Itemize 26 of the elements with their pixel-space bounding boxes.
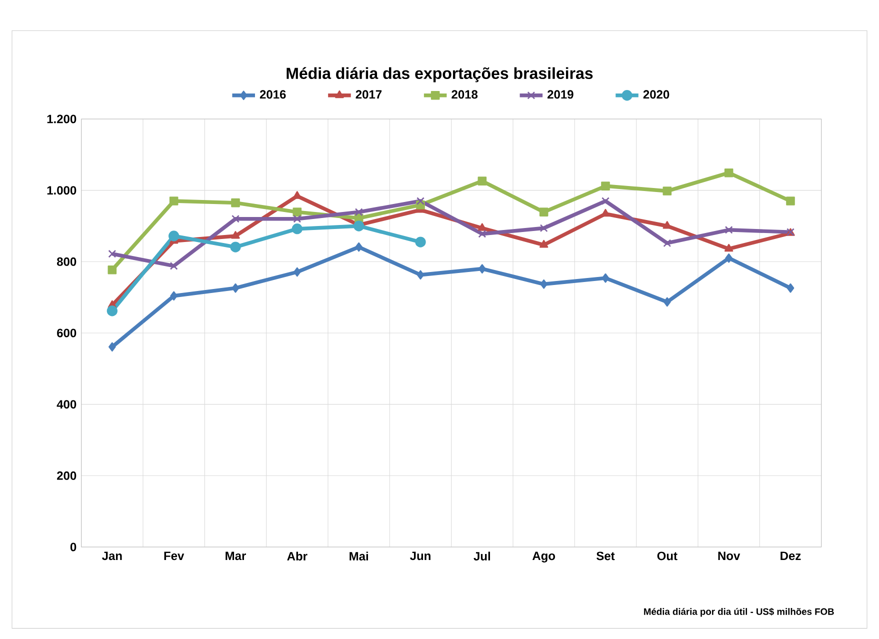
x-tick-label: Nov — [718, 552, 740, 560]
x-tick-label: Out — [657, 552, 678, 560]
y-tick-label: 600 — [57, 328, 76, 338]
y-tick-label: 200 — [57, 471, 76, 480]
x-tick-label: Mai — [350, 552, 368, 561]
y-tick-label: 1.000 — [47, 186, 76, 195]
text: Média diária por dia útil - US$ milhões FOB — [644, 608, 834, 617]
x-tick-label: Jul — [474, 552, 490, 561]
legend-label: 2020 — [643, 90, 670, 99]
x-tick-label: Set — [596, 552, 615, 560]
x-tick-label: Dez — [780, 552, 801, 560]
x-tick-label: Mar — [226, 552, 246, 560]
legend-label: 2017 — [356, 90, 382, 99]
x-tick-label: Jan — [102, 552, 122, 560]
y-tick-label: 0 — [70, 542, 76, 552]
x-tick-label: Abr — [287, 552, 308, 561]
y-tick-label: 1.200 — [47, 114, 76, 124]
y-tick-label: 400 — [56, 400, 76, 409]
x-tick-label: Jun — [410, 552, 430, 560]
legend-label: 2016 — [260, 90, 286, 99]
chart-title: Média diária das exportações brasileiras — [286, 67, 593, 82]
x-tick-label: Ago — [532, 552, 556, 562]
legend-label: 2019 — [548, 90, 574, 99]
y-tick-label: 800 — [56, 257, 76, 266]
x-tick-label: Fev — [164, 552, 184, 560]
legend-label: 2018 — [452, 90, 478, 99]
